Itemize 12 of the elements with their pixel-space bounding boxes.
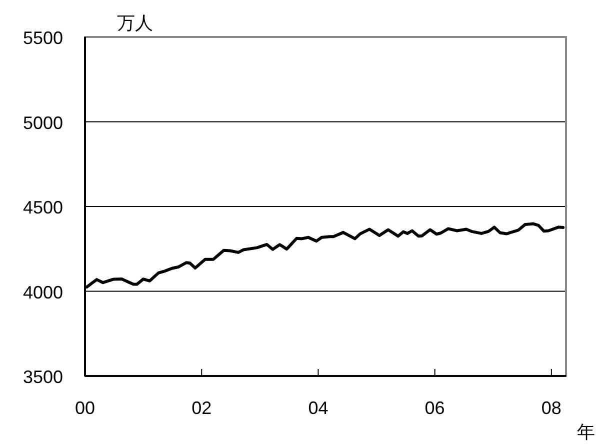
y-axis-title: 万人 [117,13,153,33]
y-tick-label: 5000 [22,112,63,133]
x-tick-label: 02 [192,398,212,418]
x-tick-label: 04 [308,398,328,418]
y-tick-label: 3500 [22,367,63,387]
x-tick-label: 00 [74,398,96,418]
x-tick-label: 08 [541,398,562,418]
y-tick-label: 5500 [22,28,63,48]
y-tick-label: 4000 [22,282,63,302]
x-axis-title: 年 [577,422,595,442]
x-tick-label: 06 [424,398,445,418]
y-tick-label: 4500 [22,198,63,218]
